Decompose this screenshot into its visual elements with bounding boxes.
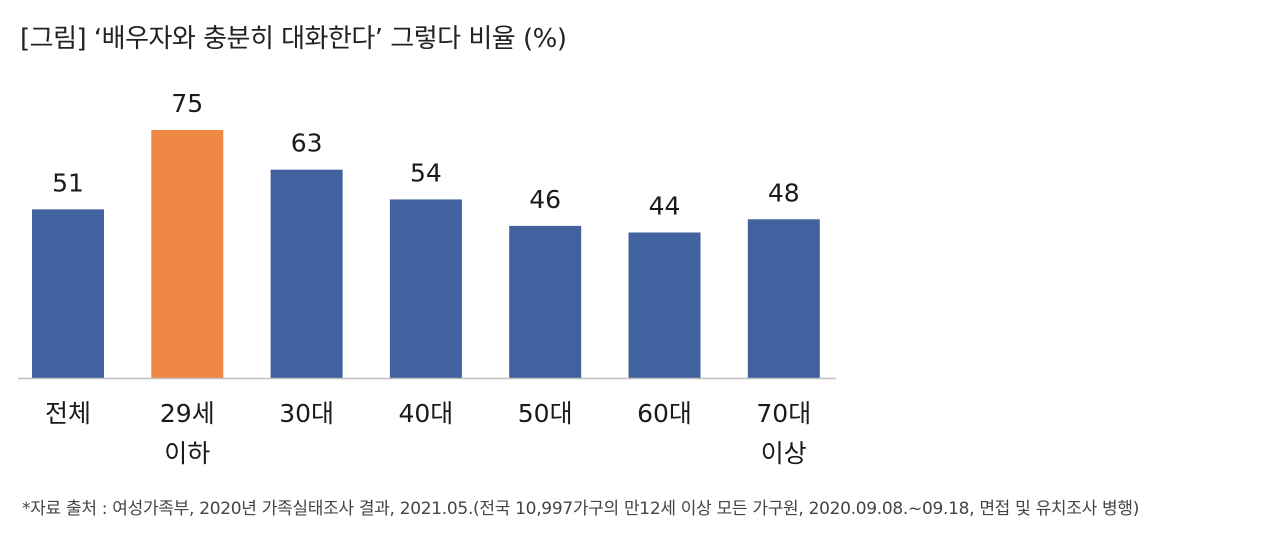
data-label-6: 48: [768, 178, 800, 207]
data-label-5: 44: [649, 192, 681, 221]
data-label-0: 51: [52, 168, 84, 197]
category-label-1: 29세 이하: [160, 399, 215, 468]
bar-6: [747, 219, 820, 378]
bar-2: [270, 169, 343, 378]
data-label-1: 75: [171, 89, 203, 118]
category-label-5: 60대: [637, 399, 692, 428]
bar-4: [509, 225, 582, 378]
category-label-0: 전체: [45, 399, 91, 428]
category-label-6: 70대 이상: [756, 399, 811, 468]
category-label-3: 40대: [398, 399, 453, 428]
category-label-4: 50대: [518, 399, 573, 428]
data-label-2: 63: [291, 129, 323, 158]
bar-3: [389, 199, 462, 378]
category-label-2: 30대: [279, 399, 334, 428]
bar-1: [151, 130, 224, 378]
chart-title: [그림] ‘배우자와 충분히 대화한다’ 그렇다 비율 (%): [20, 24, 567, 54]
bar-0: [32, 209, 104, 378]
data-label-4: 46: [529, 185, 561, 214]
bar-5: [628, 232, 701, 378]
data-label-3: 54: [410, 158, 442, 187]
source-footnote: *자료 출처 : 여성가족부, 2020년 가족실태조사 결과, 2021.05…: [22, 499, 1140, 519]
